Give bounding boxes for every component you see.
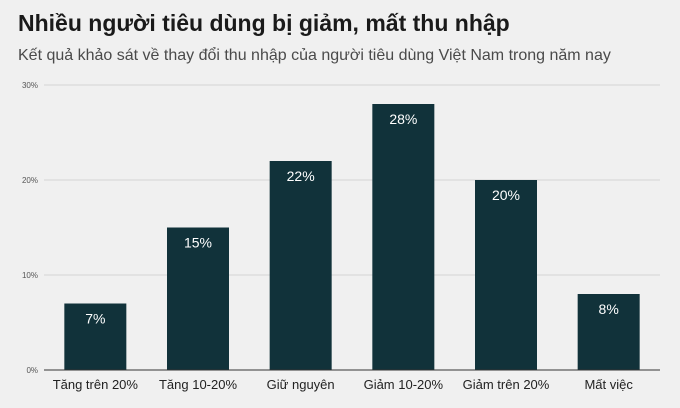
x-tick-label: Tăng trên 20% [53,377,139,392]
y-tick-label: 0% [26,366,38,375]
data-label: 15% [184,235,212,251]
x-tick-label: Tăng 10-20% [159,377,237,392]
data-label: 7% [85,311,105,327]
bar [64,303,127,370]
bar [372,104,435,370]
x-tick-label: Giảm 10-20% [364,377,444,392]
y-tick-label: 20% [22,176,38,185]
chart-title: Nhiều người tiêu dùng bị giảm, mất thu n… [18,10,510,36]
y-tick-label: 10% [22,271,38,280]
data-label: 28% [389,111,417,127]
bar [577,294,640,370]
x-tick-label: Giảm trên 20% [463,377,550,392]
data-label: 20% [492,187,520,203]
chart-subtitle: Kết quả khảo sát về thay đổi thu nhập củ… [18,47,611,64]
data-label: 8% [599,301,619,317]
bar [167,227,229,370]
data-label: 22% [287,168,315,184]
y-tick-label: 30% [22,81,38,90]
x-tick-label: Mất việc [584,377,633,392]
bar [269,161,332,370]
bar [475,180,537,370]
x-tick-label: Giữ nguyên [267,377,335,392]
